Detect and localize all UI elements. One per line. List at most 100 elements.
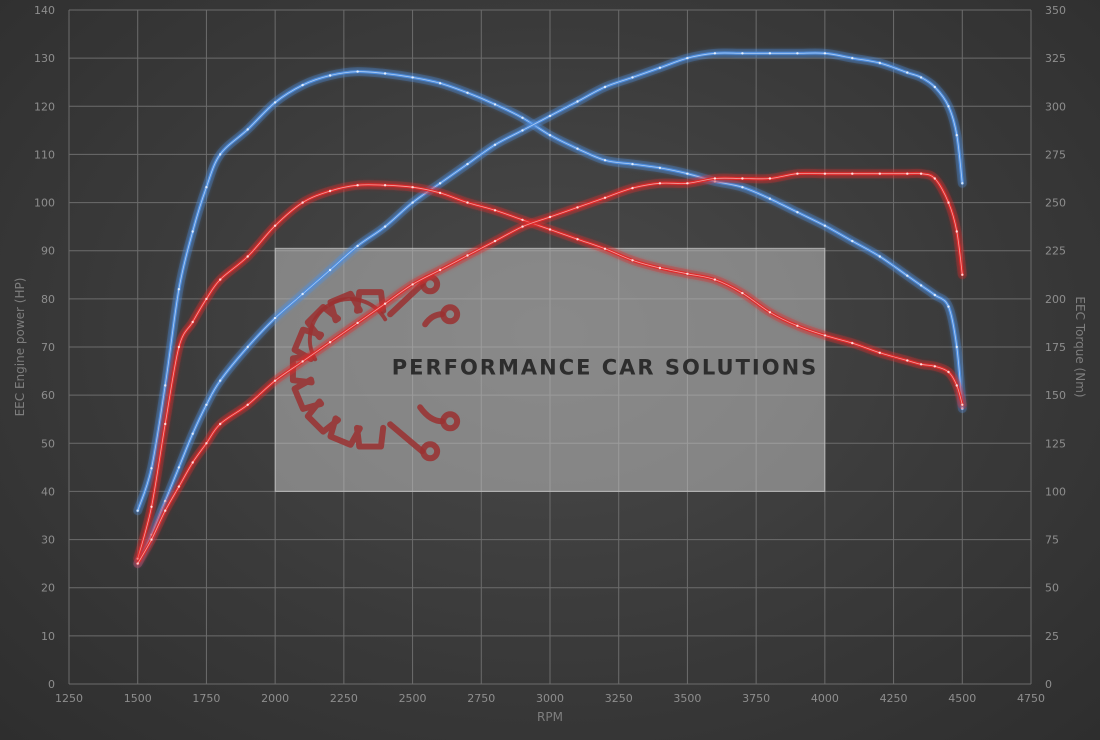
- series-point: [947, 201, 950, 204]
- series-point: [631, 186, 634, 190]
- series-point: [438, 268, 442, 272]
- series-point: [411, 76, 414, 79]
- y-axis-right-title: EEC Torque (Nm): [1073, 296, 1087, 397]
- x-tick-label: 1750: [192, 692, 220, 705]
- x-tick-label: 1250: [55, 692, 83, 705]
- circuit-trace: [387, 421, 426, 455]
- series-point: [177, 345, 181, 349]
- series-point: [906, 274, 909, 277]
- x-tick-label: 4000: [811, 692, 839, 705]
- series-point: [548, 114, 552, 118]
- series-point: [328, 268, 332, 272]
- series-point: [438, 182, 442, 185]
- series-point: [768, 311, 772, 314]
- series-point: [328, 74, 332, 77]
- series-point: [961, 273, 964, 276]
- y-left-tick-label: 130: [34, 52, 55, 65]
- series-point: [383, 184, 387, 187]
- series-point: [823, 224, 827, 227]
- series-point: [205, 442, 208, 445]
- series-point: [741, 186, 744, 189]
- y-right-tick-label: 225: [1045, 245, 1066, 258]
- series-point: [603, 247, 607, 250]
- series-point: [328, 341, 332, 344]
- series-point: [686, 172, 689, 175]
- series-point: [273, 101, 277, 104]
- gear-inner-arc: [307, 296, 388, 362]
- series-point: [576, 100, 579, 103]
- series-point: [466, 201, 469, 204]
- series-point: [603, 85, 607, 89]
- series-point: [136, 509, 139, 512]
- series-point: [438, 82, 442, 85]
- circuit-node: [420, 274, 441, 295]
- series-point: [177, 288, 181, 291]
- series-point: [658, 182, 662, 185]
- series-point: [301, 360, 304, 363]
- series-point: [686, 56, 689, 60]
- series-point: [933, 293, 936, 297]
- series-point: [150, 467, 153, 470]
- x-tick-label: 3250: [605, 692, 633, 705]
- series-point: [878, 255, 881, 258]
- series-point: [796, 324, 799, 327]
- series-point: [851, 56, 854, 60]
- series-point: [741, 177, 744, 180]
- series-point: [177, 485, 181, 488]
- series-point: [273, 316, 277, 320]
- series-point: [947, 370, 950, 374]
- x-tick-label: 2750: [467, 692, 495, 705]
- series-point: [521, 129, 524, 132]
- grid: [68, 9, 1032, 685]
- y-right-tick-label: 125: [1045, 437, 1066, 450]
- series-point: [947, 105, 950, 108]
- series-point: [933, 365, 936, 368]
- series-point: [219, 153, 222, 156]
- series-point: [961, 407, 964, 410]
- series-point: [493, 209, 497, 212]
- y-left-tick-label: 140: [34, 4, 55, 17]
- series-point: [686, 182, 689, 185]
- y-left-tick-label: 60: [41, 389, 55, 402]
- series-point: [521, 225, 524, 228]
- y-right-tick-label: 75: [1045, 534, 1059, 547]
- series-point: [961, 182, 964, 185]
- series-point: [205, 186, 208, 189]
- series-point: [933, 85, 936, 89]
- series-point: [246, 128, 249, 131]
- series-point: [466, 91, 469, 95]
- x-tick-label: 4250: [880, 692, 908, 705]
- series-point: [205, 403, 208, 406]
- series-point: [961, 403, 964, 406]
- series-point: [191, 230, 194, 233]
- x-tick-label: 1500: [124, 692, 152, 705]
- y-right-tick-label: 200: [1045, 293, 1066, 306]
- series-point: [136, 562, 139, 565]
- y-left-tick-label: 10: [41, 630, 55, 643]
- series-point: [631, 76, 634, 79]
- series-point: [219, 278, 222, 281]
- series-point: [191, 432, 194, 435]
- series-point: [768, 177, 772, 180]
- series-point: [878, 61, 881, 65]
- x-tick-label: 3750: [742, 692, 770, 705]
- circuit-trace: [387, 281, 426, 318]
- y-left-tick-label: 100: [34, 197, 55, 210]
- series-point: [823, 334, 827, 337]
- watermark: PERFORMANCE CAR SOLUTIONS: [274, 247, 826, 492]
- series-point: [301, 83, 304, 87]
- series-point: [191, 320, 194, 324]
- series-point: [658, 66, 662, 70]
- y-right-tick-label: 325: [1045, 52, 1066, 65]
- watermark-text: PERFORMANCE CAR SOLUTIONS: [392, 355, 819, 379]
- y-right-tick-label: 175: [1045, 341, 1066, 354]
- series-point: [631, 259, 634, 262]
- series-point: [548, 228, 552, 231]
- series-point: [955, 384, 958, 387]
- series-point: [919, 76, 923, 79]
- series-point: [136, 557, 139, 560]
- y-axis-left-title: EEC Engine power (HP): [13, 278, 27, 417]
- series-point: [548, 134, 552, 137]
- y-left-tick-label: 70: [41, 341, 55, 354]
